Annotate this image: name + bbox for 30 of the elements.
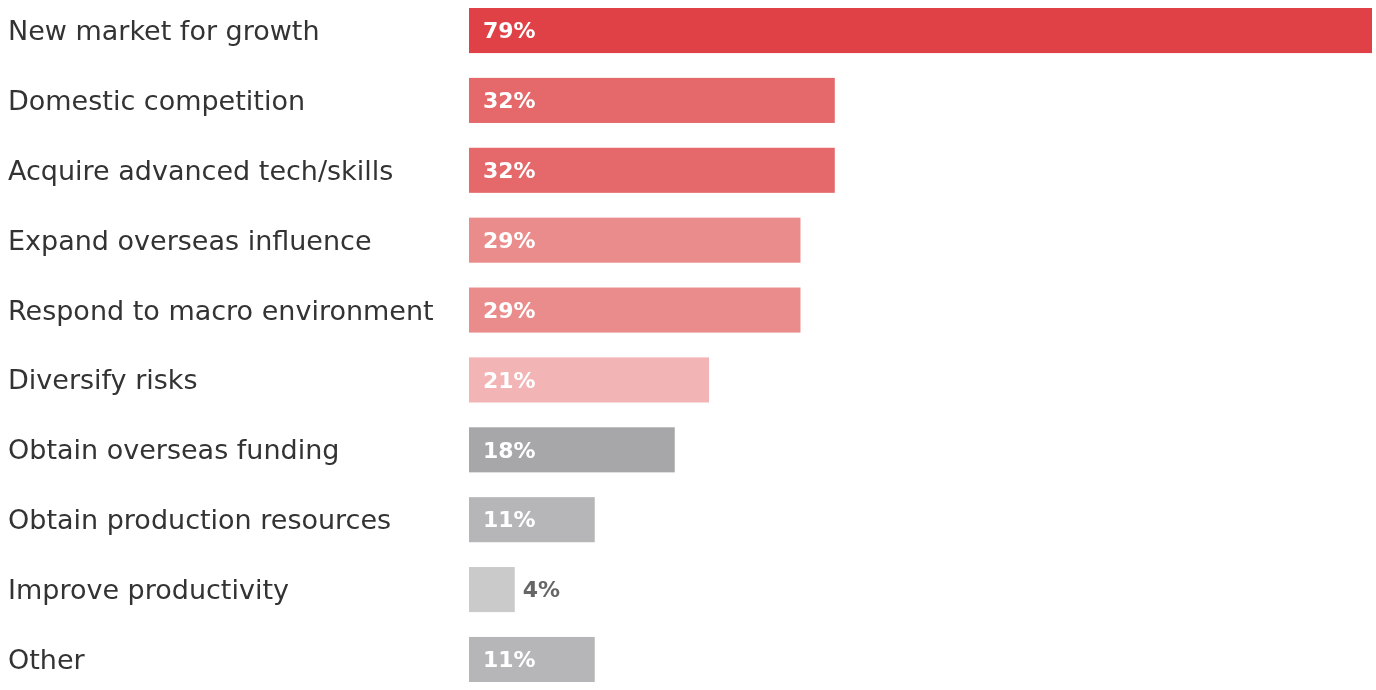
bar — [469, 287, 801, 333]
bar — [469, 427, 675, 473]
bar — [469, 77, 835, 123]
y-tick-label: New market for growth — [8, 14, 320, 46]
y-tick-label: Diversify risks — [8, 364, 198, 396]
bar — [469, 147, 835, 193]
bar — [469, 217, 801, 263]
data-label: 29% — [483, 227, 536, 253]
y-tick-label: Obtain production resources — [8, 504, 392, 536]
y-tick-label: Other — [8, 643, 86, 675]
y-tick-label: Acquire advanced tech/skills — [8, 154, 394, 186]
bar — [469, 567, 515, 613]
data-label: 32% — [483, 158, 536, 183]
bar — [469, 8, 1372, 54]
bar — [469, 357, 710, 403]
y-tick-label: Improve productivity — [8, 574, 290, 606]
data-label: 29% — [483, 297, 536, 323]
bar — [469, 636, 595, 682]
data-label: 21% — [483, 367, 536, 393]
data-label: 18% — [483, 437, 536, 463]
data-label: 32% — [483, 88, 536, 114]
data-label: 79% — [483, 18, 536, 44]
y-tick-label: Expand overseas influence — [8, 224, 372, 256]
data-label: 11% — [483, 507, 536, 533]
bar — [469, 497, 595, 543]
y-tick-label: Domestic competition — [8, 84, 306, 116]
data-label: 4% — [522, 577, 561, 603]
y-tick-label: Respond to macro environment — [8, 294, 434, 326]
y-tick-label: Obtain overseas funding — [8, 434, 340, 466]
data-label: 11% — [483, 647, 536, 673]
